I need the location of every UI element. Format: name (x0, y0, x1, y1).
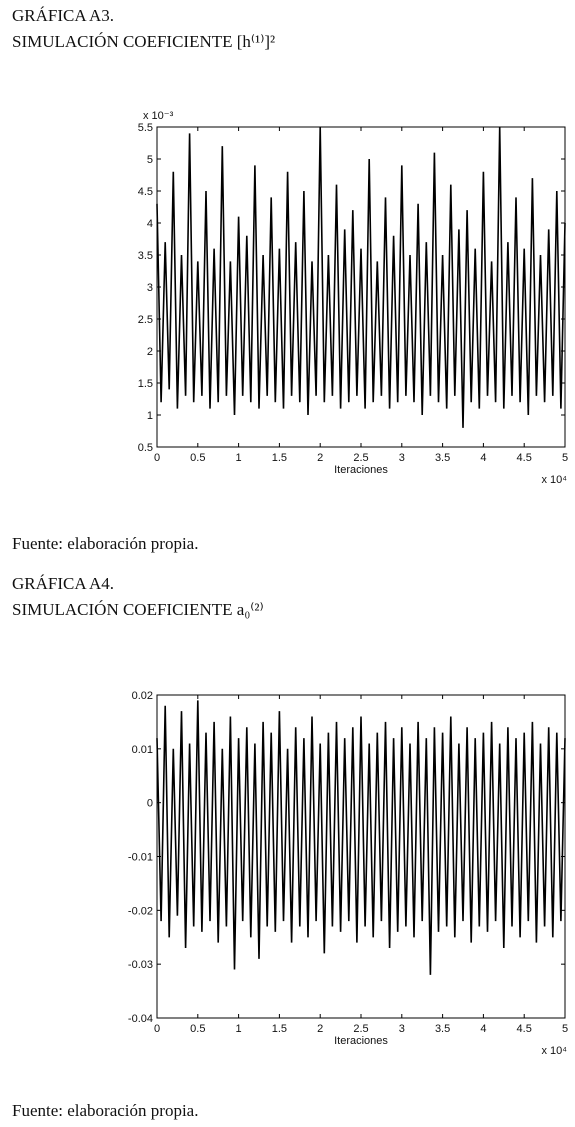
y-tick-label: 2.5 (138, 314, 153, 326)
y-tick-label: 0 (147, 798, 153, 810)
x-tick-label: 4 (480, 1023, 486, 1035)
x-tick-label: 2.5 (353, 1023, 368, 1035)
x-tick-label: 0 (154, 452, 160, 464)
x-tick-label: 3.5 (435, 1023, 450, 1035)
x-tick-label: 4.5 (517, 452, 532, 464)
x-tick-label: 1.5 (272, 452, 287, 464)
x-tick-label: 1 (236, 1023, 242, 1035)
y-tick-label: 3.5 (138, 250, 153, 262)
x-tick-label: 4 (480, 452, 486, 464)
y-tick-label: 2 (147, 346, 153, 358)
x-tick-label: 0 (154, 1023, 160, 1035)
y-tick-label: 5 (147, 154, 153, 166)
x-scale-label: x 10⁴ (541, 474, 567, 486)
x-tick-label: 4.5 (517, 1023, 532, 1035)
figure-source: Fuente: elaboración propia. (12, 1101, 198, 1120)
x-axis-label: Iteraciones (334, 1035, 388, 1047)
x-tick-label: 2 (317, 452, 323, 464)
y-tick-label: -0.01 (128, 852, 153, 864)
y-tick-label: -0.04 (128, 1013, 153, 1025)
y-tick-label: -0.02 (128, 905, 153, 917)
figure-title: GRÁFICA A4. (12, 574, 114, 593)
x-tick-label: 5 (562, 1023, 568, 1035)
x-tick-label: 0.5 (190, 1023, 205, 1035)
y-tick-label: 0.01 (132, 744, 153, 756)
x-tick-label: 5 (562, 452, 568, 464)
y-tick-label: 5.5 (138, 122, 153, 134)
x-tick-label: 2 (317, 1023, 323, 1035)
y-tick-label: 1.5 (138, 378, 153, 390)
y-tick-label: 0.02 (132, 690, 153, 702)
figure-source: Fuente: elaboración propia. (12, 534, 198, 553)
y-tick-label: 4 (147, 218, 153, 230)
x-tick-label: 0.5 (190, 452, 205, 464)
y-tick-label: 0.5 (138, 442, 153, 454)
x-axis-label: Iteraciones (334, 464, 388, 476)
trace-line (156, 700, 566, 975)
x-tick-label: 3.5 (435, 452, 450, 464)
x-tick-label: 2.5 (353, 452, 368, 464)
x-tick-label: 3 (399, 452, 405, 464)
y-tick-label: 3 (147, 282, 153, 294)
figure-subtitle: SIMULACIÓN COEFICIENTE [h⁽¹⁾]² (12, 32, 275, 51)
x-tick-label: 1.5 (272, 1023, 287, 1035)
y-tick-label: -0.03 (128, 959, 153, 971)
y-tick-label: 4.5 (138, 186, 153, 198)
trace-line (156, 126, 566, 428)
y-scale-label: x 10⁻³ (143, 110, 174, 122)
x-tick-label: 1 (236, 452, 242, 464)
figure-title: GRÁFICA A3. (12, 6, 114, 25)
x-scale-label: x 10⁴ (541, 1045, 567, 1057)
x-tick-label: 3 (399, 1023, 405, 1035)
y-tick-label: 1 (147, 410, 153, 422)
figure-subtitle: SIMULACIÓN COEFICIENTE a₀⁽²⁾ (12, 600, 264, 619)
